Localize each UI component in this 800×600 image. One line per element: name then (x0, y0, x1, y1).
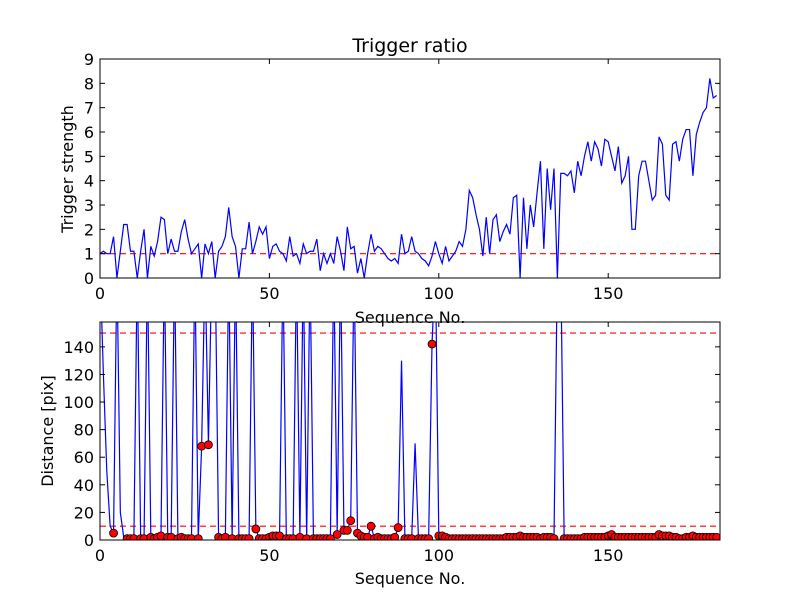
y-tick-label: 60 (74, 448, 94, 467)
data-point (393, 523, 403, 532)
data-point (251, 524, 261, 534)
data-point (325, 534, 335, 540)
distance-panel: Distance [pix] Sequence No. 0 50 100 150 0 20… (38, 321, 721, 588)
y-tick-label: 1 (84, 245, 94, 264)
y-tick-label: 100 (63, 393, 94, 412)
y-tick-label: 80 (74, 421, 94, 440)
plot-frame (99, 321, 721, 541)
y-tick-label: 120 (63, 365, 94, 384)
y-tick-label: 4 (84, 172, 94, 191)
data-point (390, 532, 400, 540)
y-tick-label: 3 (84, 196, 94, 215)
data-point (332, 530, 342, 539)
y-tick-label: 9 (84, 50, 94, 69)
y-tick-label: 20 (74, 503, 94, 522)
y-tick-label: 40 (74, 476, 94, 495)
data-point (427, 339, 437, 349)
series-line (100, 78, 717, 278)
x-tick-label: 50 (259, 546, 279, 565)
x-tick-label: 0 (95, 284, 105, 303)
x-tick-label: 150 (593, 284, 624, 303)
chart-title: Trigger ratio (351, 35, 467, 57)
x-tick-label: 150 (593, 546, 624, 565)
data-point (366, 521, 376, 531)
x-tick-label: 100 (424, 546, 455, 565)
data-point (424, 534, 434, 540)
data-point (193, 534, 203, 540)
data-point (346, 516, 356, 526)
y-axis-label: Distance [pix] (38, 375, 57, 487)
x-axis-label: Sequence No. (355, 569, 466, 588)
x-tick-label: 50 (259, 284, 279, 303)
y-axis-label: Trigger strength (58, 105, 77, 234)
y-tick-label: 140 (63, 338, 94, 357)
y-tick-label: 0 (84, 269, 94, 288)
y-tick-label: 8 (84, 74, 94, 93)
data-point (549, 534, 559, 540)
plot-frame (99, 58, 721, 279)
data-point (244, 534, 254, 540)
y-tick-label: 5 (84, 147, 94, 166)
y-tick-label: 0 (84, 531, 94, 550)
y-tick-label: 6 (84, 123, 94, 142)
data-point (109, 528, 118, 538)
x-axis-label: Sequence No. (355, 308, 466, 327)
trigger-ratio-panel: Trigger ratio Trigger strength Sequence … (58, 35, 721, 327)
x-tick-label: 0 (95, 546, 105, 565)
data-point (204, 440, 213, 450)
data-point (712, 532, 720, 540)
y-tick-label: 7 (84, 99, 94, 118)
data-point (342, 525, 352, 535)
x-tick-label: 100 (424, 284, 455, 303)
y-tick-label: 2 (84, 220, 94, 239)
